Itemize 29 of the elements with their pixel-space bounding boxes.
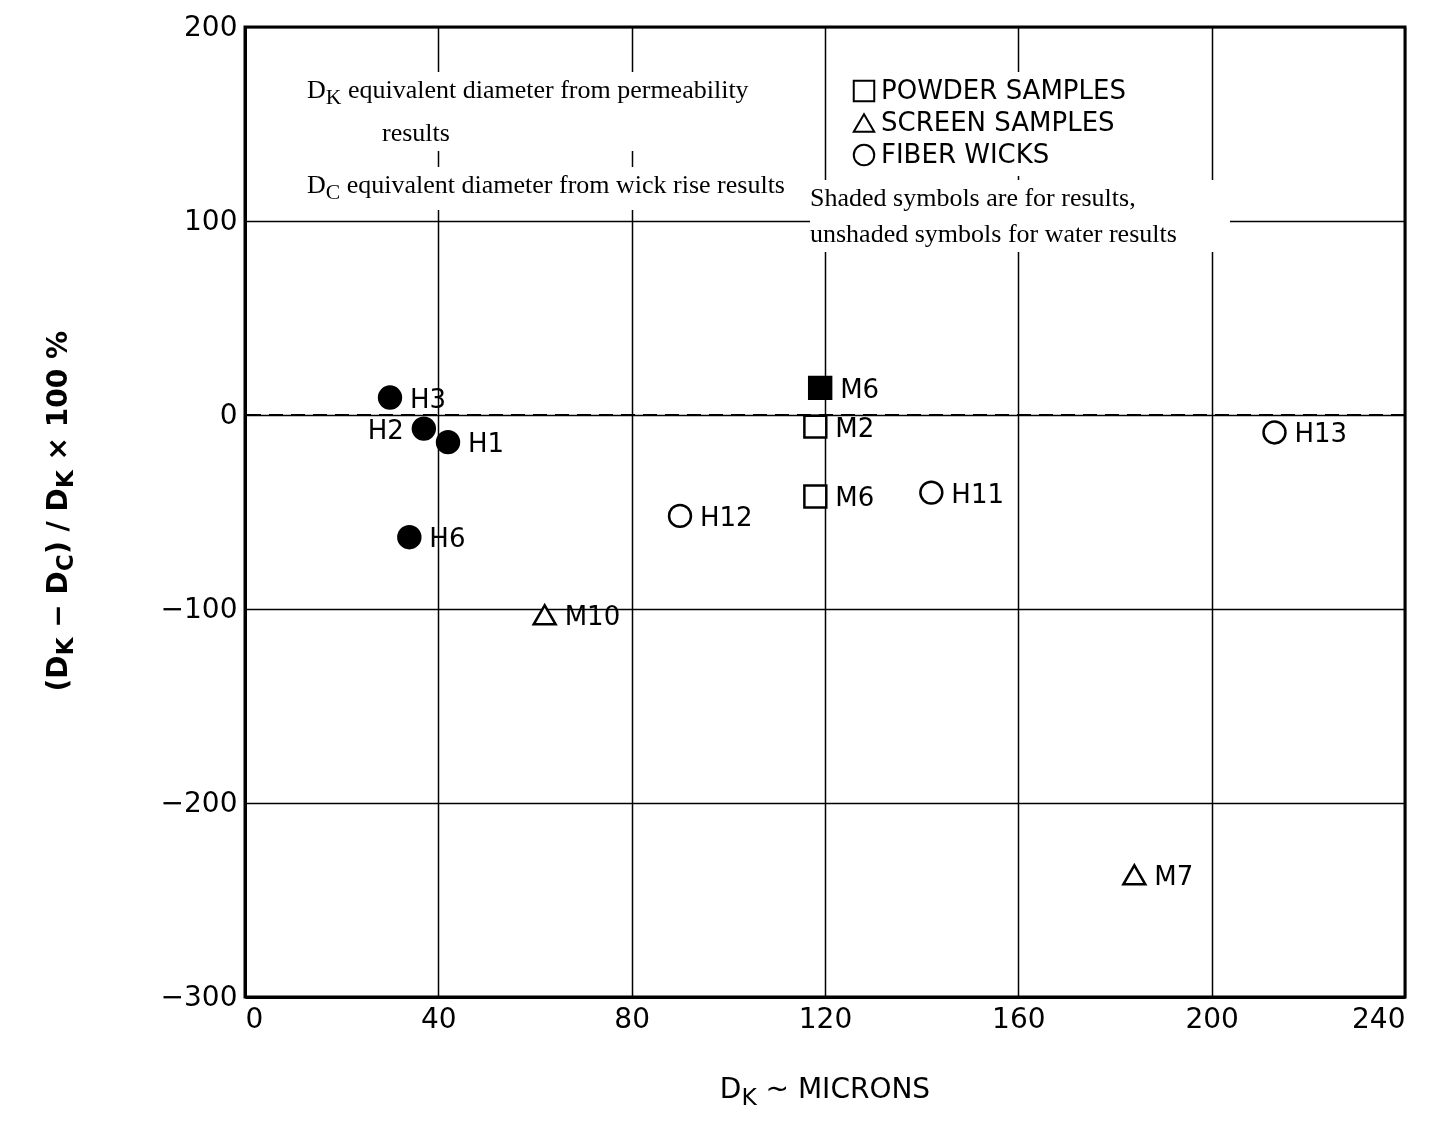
legend-label: FIBER WICKS	[881, 139, 1050, 169]
y-tick-label: 200	[184, 9, 238, 43]
data-label: M6	[840, 373, 880, 404]
y-tick-label: −100	[160, 591, 238, 625]
y-tick-label: −200	[160, 785, 238, 819]
data-label: H12	[700, 501, 753, 532]
annotation: Shaded symbols are for results, unshaded symbols for water results	[810, 180, 1230, 252]
data-label: H1	[468, 428, 505, 459]
legend-label: SCREEN SAMPLES	[881, 107, 1115, 137]
legend-label: POWDER SAMPLES	[881, 75, 1126, 105]
x-tick-label: 40	[421, 1001, 457, 1035]
data-label: M7	[1154, 860, 1194, 891]
y-tick-label: 0	[219, 397, 238, 431]
annotation: D$_{C}$ equivalent diameter from wick rise results	[307, 170, 785, 205]
x-tick-label: 80	[614, 1001, 650, 1035]
x-tick-label: 240	[1352, 1001, 1406, 1035]
y-tick-label: −300	[160, 979, 238, 1013]
data-label: M6	[835, 482, 875, 513]
x-tick-label: 160	[992, 1001, 1046, 1035]
x-axis-title: D$_{K}$ ~ MICRONS	[718, 1072, 932, 1111]
data-label: H11	[951, 478, 1004, 509]
data-label: M2	[835, 412, 875, 443]
x-tick-label: 200	[1185, 1001, 1239, 1035]
data-label: H13	[1294, 418, 1348, 449]
data-label: M10	[564, 600, 621, 631]
y-tick-label: 100	[184, 203, 238, 237]
data-label: H2	[367, 414, 404, 445]
x-tick-label: 0	[245, 1001, 264, 1035]
x-tick-label: 120	[798, 1001, 853, 1035]
